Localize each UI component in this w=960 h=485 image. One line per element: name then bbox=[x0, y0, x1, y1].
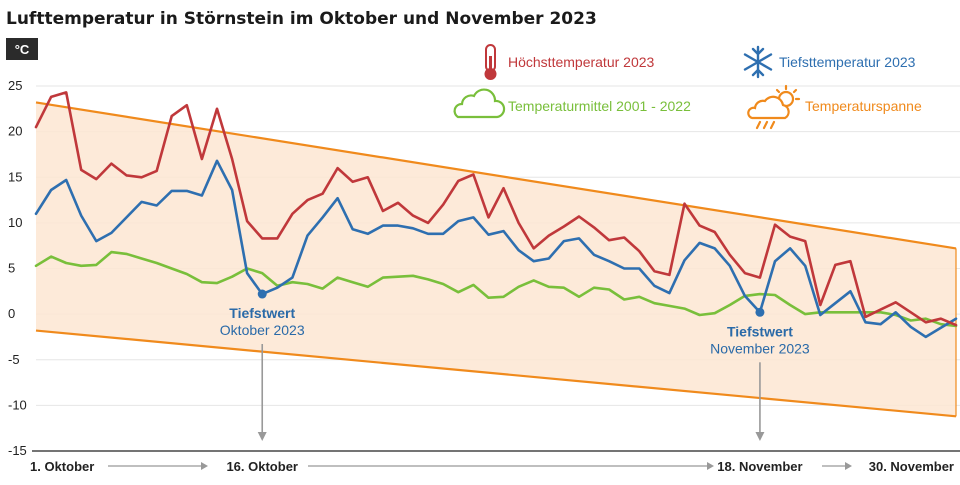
y-tick-label: -10 bbox=[8, 397, 27, 412]
x-tick-label: 1. Oktober bbox=[30, 459, 94, 474]
series-line-max bbox=[34, 91, 958, 327]
x-axis-arrowhead bbox=[707, 462, 714, 470]
annotation-marker bbox=[257, 289, 267, 299]
series-line-min bbox=[34, 159, 958, 339]
y-tick-label: -15 bbox=[8, 443, 27, 458]
x-axis-arrowhead bbox=[201, 462, 208, 470]
sun-cloud-rain-icon bbox=[747, 84, 801, 130]
chart-title: Lufttemperatur in Störnstein im Oktober … bbox=[6, 9, 597, 29]
annotation-title: Tiefstwert bbox=[727, 323, 793, 339]
y-tick-label: 0 bbox=[8, 306, 15, 321]
series-line-mean bbox=[34, 250, 958, 328]
unit-badge bbox=[6, 38, 38, 60]
annotation-arrowhead bbox=[755, 432, 765, 441]
legend-label-min: Tiefsttemperatur 2023 bbox=[779, 54, 916, 70]
legend-label-mean: Temperaturmittel 2001 - 2022 bbox=[508, 98, 691, 114]
y-tick-label: 20 bbox=[8, 124, 22, 139]
y-tick-label: 25 bbox=[8, 78, 22, 93]
series-lines bbox=[34, 91, 958, 339]
x-axis-arrowhead bbox=[845, 462, 852, 470]
y-tick-label: 15 bbox=[8, 169, 22, 184]
x-tick-label: 18. November bbox=[717, 459, 802, 474]
y-tick-label: -5 bbox=[8, 352, 20, 367]
y-axis-unit: °C bbox=[15, 42, 30, 57]
temperature-span-band bbox=[35, 101, 957, 418]
legend: Höchsttemperatur 2023 Tiefsttemperatur 2… bbox=[453, 44, 922, 130]
y-tick-label: 5 bbox=[8, 261, 15, 276]
snowflake-icon bbox=[743, 45, 773, 79]
annotation-subtitle: November 2023 bbox=[710, 340, 810, 356]
annotation-subtitle: Oktober 2023 bbox=[220, 322, 305, 338]
annotation-marker bbox=[755, 307, 765, 317]
span-upper-line bbox=[35, 101, 957, 250]
legend-label-max: Höchsttemperatur 2023 bbox=[508, 54, 655, 70]
annotation-arrowhead bbox=[257, 432, 267, 441]
annotation-title: Tiefstwert bbox=[229, 305, 295, 321]
x-tick-label: 16. Oktober bbox=[226, 459, 298, 474]
x-tick-label: 30. November bbox=[869, 459, 954, 474]
legend-label-span: Temperaturspanne bbox=[805, 98, 922, 114]
y-tick-label: 10 bbox=[8, 215, 22, 230]
span-area bbox=[36, 102, 956, 417]
cloud-icon bbox=[453, 88, 506, 119]
span-lower-line bbox=[35, 329, 957, 418]
x-axis-ticks: 1. Oktober 16. Oktober 18. November 30. Nov… bbox=[30, 459, 954, 474]
thermometer-icon bbox=[484, 44, 497, 80]
y-axis-ticks: 25 20 15 10 5 0 -5 -10 -15 bbox=[8, 78, 27, 458]
